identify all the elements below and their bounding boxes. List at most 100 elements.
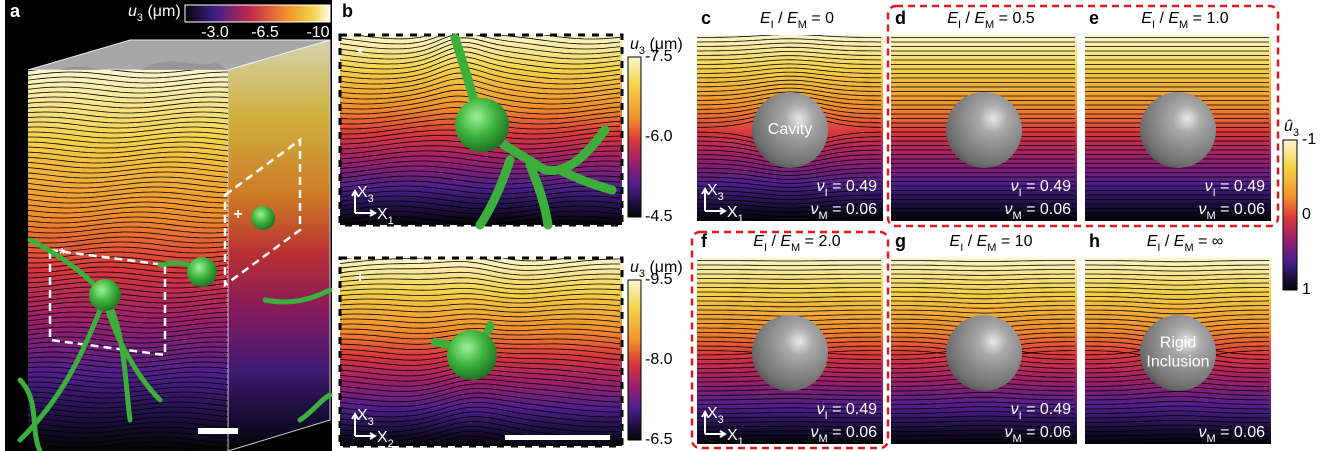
- subscript: 3: [718, 191, 724, 203]
- text-part: E: [974, 10, 985, 27]
- contour-line: [340, 234, 620, 246]
- panel-letter: f: [701, 231, 708, 251]
- text-part: E: [780, 233, 791, 250]
- subscript: 1: [388, 215, 394, 227]
- text-part: ν: [817, 178, 825, 195]
- text-part: ν: [1004, 424, 1012, 441]
- text-part: X: [707, 405, 718, 422]
- region-marker: *: [59, 246, 66, 263]
- contour-line: [1085, 448, 1269, 449]
- text-part: = 0.49: [1022, 178, 1071, 195]
- neuron-soma: [455, 98, 509, 152]
- text-part: X: [357, 407, 368, 424]
- panel-letter: c: [701, 8, 711, 28]
- subscript: 3: [1293, 127, 1299, 139]
- neuron-soma: [89, 279, 121, 311]
- text-part: /: [1160, 233, 1173, 250]
- text-part: = 0.06: [1022, 201, 1071, 218]
- colorbar-tick-label: -6.0: [645, 128, 673, 145]
- text-part: ν: [1011, 401, 1019, 418]
- inclusion: [752, 315, 828, 391]
- text-part: /: [1155, 10, 1168, 27]
- subscript: M: [1206, 433, 1215, 445]
- contour-line: [697, 256, 881, 257]
- text-part: (μm): [143, 3, 181, 20]
- text-part: X: [357, 184, 368, 201]
- colorbar-tick-label: -4.5: [645, 208, 673, 225]
- panel-a-colorbar: [185, 5, 330, 22]
- panel-title: EI / EM = 0: [760, 10, 834, 31]
- text-part: ν: [1004, 201, 1012, 218]
- panel-letter: b: [342, 1, 353, 21]
- text-part: X: [727, 427, 738, 444]
- text-part: u: [128, 3, 137, 20]
- colorbar-tick-label: -6.5: [645, 431, 673, 448]
- text-part: ν: [810, 201, 818, 218]
- subscript: M: [1206, 210, 1215, 222]
- text-part: = 0.06: [1216, 424, 1265, 441]
- contour-line: [891, 252, 1075, 253]
- inclusion: [946, 315, 1022, 391]
- colorbar-tick-label: -3.0: [201, 24, 229, 41]
- panel-title: EI / EM = 1.0: [1141, 10, 1229, 31]
- subscript: 2: [388, 438, 394, 450]
- neuron-soma: [251, 206, 275, 230]
- inclusion-label: Inclusion: [1146, 354, 1209, 371]
- subscript: M: [987, 242, 996, 254]
- contour-line: [340, 10, 620, 20]
- text-part: X: [377, 429, 388, 446]
- colorbar-tick-label: -7.5: [645, 48, 673, 65]
- text-part: ν: [1011, 178, 1019, 195]
- text-part: E: [947, 10, 958, 27]
- colorbar-b-bottom: [628, 280, 641, 440]
- contour-line: [891, 256, 1075, 257]
- text-part: E: [753, 233, 764, 250]
- text-part: = 1.0: [1188, 10, 1229, 27]
- contour-line: [697, 445, 881, 446]
- text-part: X: [727, 204, 738, 221]
- colorbar-label: û3: [1284, 118, 1299, 139]
- text-part: ν: [1198, 424, 1206, 441]
- text-part: û: [1284, 118, 1293, 135]
- colorbar-tick-label: -10: [306, 24, 329, 41]
- contour-line: [697, 222, 881, 225]
- contour-line: [1085, 252, 1269, 253]
- text-part: E: [1174, 233, 1185, 250]
- subscript: M: [818, 433, 827, 445]
- region-marker: +: [355, 269, 364, 286]
- colorbar-tick-label: -8.0: [645, 351, 673, 368]
- figure: cEI / EM = 0CavityνI = 0.49νM = 0.06X3X1…: [0, 0, 1335, 451]
- text-part: = 0.49: [1216, 178, 1265, 195]
- text-part: /: [767, 233, 780, 250]
- subscript: M: [791, 242, 800, 254]
- subscript: 3: [718, 414, 724, 426]
- text-part: u: [630, 259, 639, 276]
- text-part: = 0.06: [1216, 201, 1265, 218]
- subscript: 1: [738, 213, 744, 225]
- panel-title: EI / EM = 10: [950, 233, 1033, 254]
- region-marker: *: [357, 46, 364, 63]
- subscript: M: [1179, 19, 1188, 31]
- text-part: /: [774, 10, 787, 27]
- contour-line: [340, 446, 620, 451]
- colorbar-b-top: [628, 57, 641, 217]
- colorbar: [1283, 140, 1297, 290]
- subscript: M: [1184, 242, 1193, 254]
- contour-line: [340, 240, 620, 252]
- text-part: E: [1147, 233, 1158, 250]
- contour-line: [340, 17, 620, 29]
- scale-bar: [198, 428, 238, 434]
- panel-letter: a: [10, 1, 21, 21]
- text-part: /: [961, 10, 974, 27]
- text-part: = 0.5: [994, 10, 1035, 27]
- contour-line: [891, 444, 1075, 445]
- text-part: /: [963, 233, 976, 250]
- contour-line: [340, 21, 620, 34]
- text-part: = 0.06: [828, 424, 877, 441]
- text-part: ν: [1205, 178, 1213, 195]
- panel-title: EI / EM = ∞: [1147, 233, 1224, 254]
- subscript: 3: [368, 193, 374, 205]
- subscript: M: [798, 19, 807, 31]
- text-part: E: [787, 10, 798, 27]
